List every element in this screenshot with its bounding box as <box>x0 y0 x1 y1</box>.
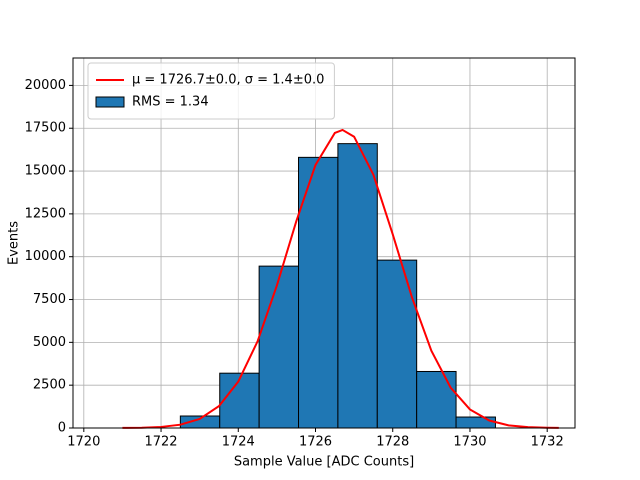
x-tick-label: 1728 <box>376 435 409 450</box>
y-tick-label: 10000 <box>25 249 66 264</box>
x-tick-label: 1726 <box>299 435 332 450</box>
histogram-bar <box>455 416 496 429</box>
x-axis-label: Sample Value [ADC Counts] <box>234 455 414 470</box>
histogram-bar <box>258 265 300 429</box>
y-tick-label: 15000 <box>25 164 66 179</box>
x-tick-label: 1724 <box>222 435 255 450</box>
x-tick-label: 1722 <box>144 435 177 450</box>
histogram-bar <box>337 143 378 429</box>
y-tick-label: 17500 <box>25 121 66 136</box>
y-tick-label: 2500 <box>33 378 66 393</box>
y-axis-label: Events <box>7 221 22 265</box>
x-tick-label: 1732 <box>531 435 564 450</box>
data-layer <box>122 128 559 429</box>
legend-patch <box>95 96 125 108</box>
plot-frame <box>72 57 576 429</box>
y-tick-label: 7500 <box>33 292 66 307</box>
y-tick-label: 20000 <box>25 78 66 93</box>
fit-line <box>122 128 559 429</box>
legend-label: RMS = 1.34 <box>132 95 209 110</box>
y-tick-label: 0 <box>58 421 66 436</box>
tick-layer: 1720 1722 1724 1726 1728 1730 1732 0 2500 5000 750… <box>25 78 564 450</box>
x-tick-label: 1720 <box>67 435 100 450</box>
y-tick-label: 5000 <box>33 335 66 350</box>
legend: μ = 1726.7±0.0, σ = 1.4±0.0 RMS = 1.34 <box>87 62 335 120</box>
histogram-bar <box>376 259 418 429</box>
x-tick-label: 1730 <box>453 435 486 450</box>
y-tick-label: 12500 <box>25 206 66 221</box>
legend-label: μ = 1726.7±0.0, σ = 1.4±0.0 <box>132 73 324 88</box>
histogram-bar <box>416 370 457 429</box>
legend-box <box>87 62 335 120</box>
